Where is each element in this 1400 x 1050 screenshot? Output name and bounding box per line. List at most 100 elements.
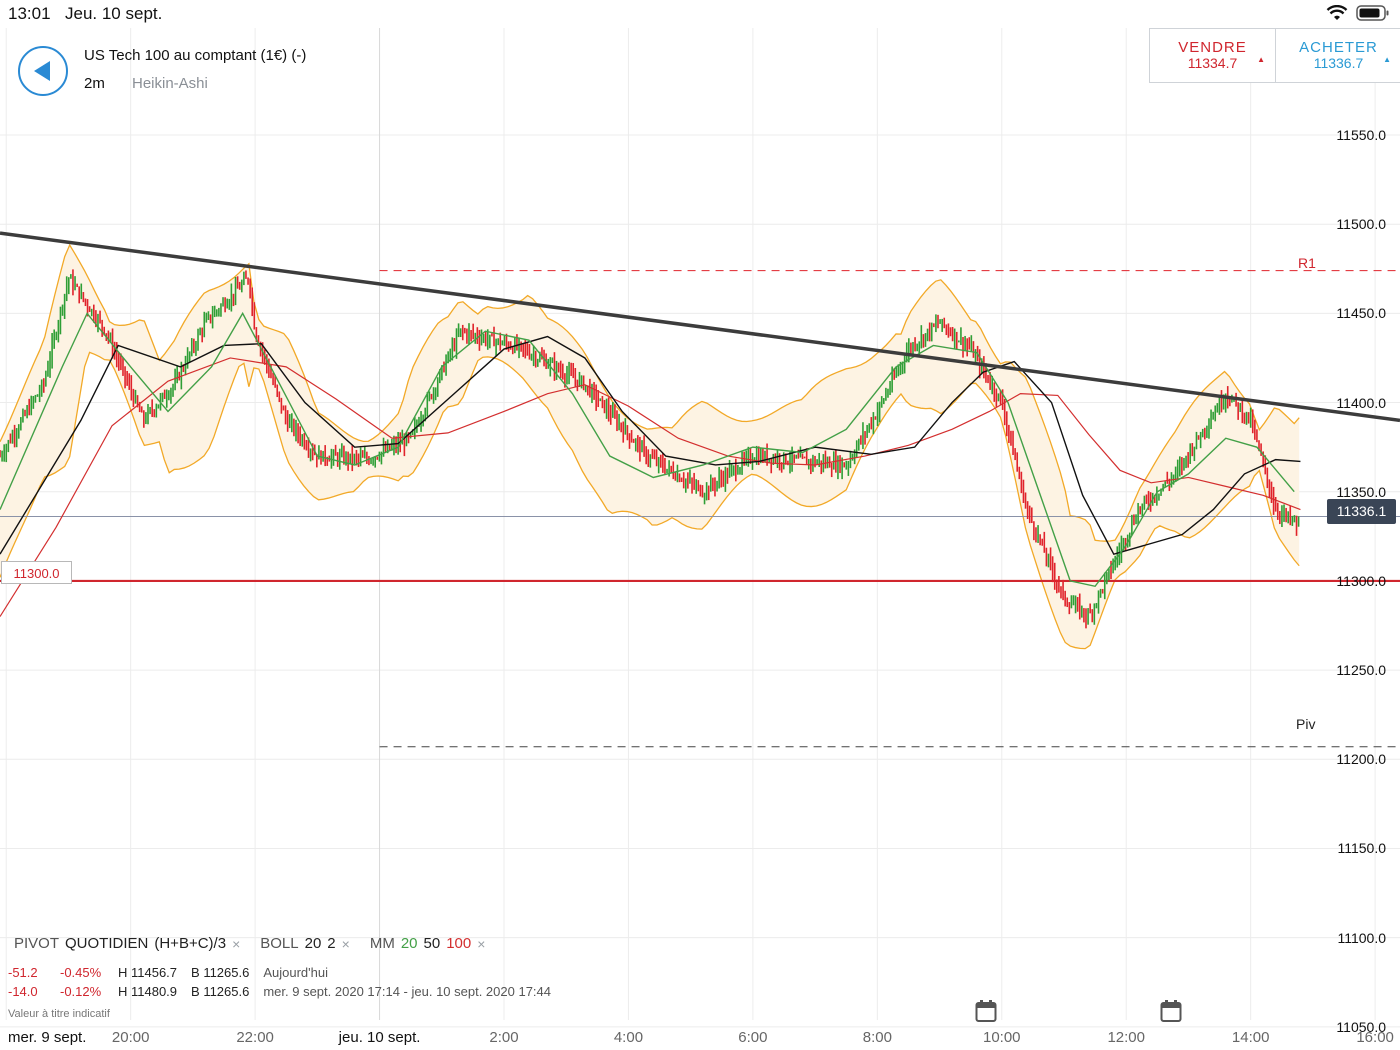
ha-candle: [812, 454, 814, 472]
ha-candle: [937, 314, 939, 329]
ha-candle: [130, 375, 133, 401]
ha-candle: [351, 444, 354, 472]
ha-candle: [215, 309, 218, 317]
ha-candle: [72, 269, 74, 296]
ha-candle: [65, 276, 68, 302]
ha-candle: [949, 327, 952, 337]
back-button[interactable]: [18, 46, 68, 96]
period-label: Aujourd'hui: [263, 965, 328, 980]
ha-candle: [1220, 390, 1223, 413]
ha-candle: [1133, 514, 1135, 526]
remove-boll-button[interactable]: ×: [341, 935, 350, 952]
ha-candle: [507, 341, 510, 352]
ha-candle: [870, 417, 873, 430]
ha-candle: [968, 337, 971, 350]
ha-candle: [59, 306, 62, 335]
ha-candle: [724, 466, 727, 492]
ha-candle: [222, 297, 224, 307]
alert-level-tag[interactable]: 11300.0: [1, 561, 72, 584]
ha-candle: [755, 445, 758, 465]
ha-candle: [470, 330, 472, 342]
ha-candle: [814, 455, 816, 468]
chart-type-selector[interactable]: Heikin-Ashi: [132, 75, 208, 92]
buy-button[interactable]: ACHETER 11336.7 ▲: [1275, 29, 1400, 82]
timeframe-selector[interactable]: 2m: [84, 75, 105, 92]
ha-candle: [951, 326, 954, 342]
calendar-icon[interactable]: [1160, 999, 1182, 1028]
ha-candle: [484, 331, 487, 347]
ha-candle: [964, 335, 966, 352]
remove-pivot-button[interactable]: ×: [232, 935, 241, 952]
ha-candle: [311, 443, 314, 461]
ha-candle: [922, 334, 925, 348]
ha-candle: [305, 439, 308, 451]
bollinger-band-fill: [0, 245, 1300, 649]
ha-candle: [576, 379, 579, 392]
ha-candle: [1201, 428, 1204, 438]
ha-candle: [205, 312, 208, 323]
ha-candle: [539, 351, 541, 363]
ha-candle: [140, 406, 143, 413]
ha-candle: [338, 448, 341, 470]
high-value: H 11456.7: [118, 965, 178, 980]
ha-candle: [220, 303, 222, 317]
ha-candle: [468, 323, 470, 345]
ha-candle: [334, 444, 337, 456]
ha-candle: [862, 422, 864, 450]
ha-candle: [536, 358, 539, 367]
ha-candle: [1183, 457, 1185, 471]
ha-candle: [480, 329, 483, 346]
ha-candle: [343, 445, 345, 465]
ha-candle: [486, 329, 489, 350]
ha-candle: [1279, 511, 1281, 525]
ha-candle: [645, 446, 647, 465]
ha-candle: [409, 432, 412, 439]
ha-candle: [472, 323, 474, 340]
ha-candle: [1005, 411, 1008, 437]
ha-candle: [709, 474, 712, 492]
ha-candle: [1164, 481, 1167, 488]
ha-candle: [1033, 521, 1035, 541]
ha-candle: [720, 469, 723, 488]
ha-candle: [1087, 608, 1089, 625]
change-percent: -0.12%: [60, 984, 102, 999]
ha-candle: [322, 450, 324, 462]
y-tick-label: 11450.0: [1336, 305, 1386, 322]
ha-candle: [1153, 494, 1156, 504]
calendar-icon[interactable]: [975, 999, 997, 1028]
ha-candle: [366, 451, 368, 464]
ha-candle: [345, 451, 347, 466]
ha-candle: [1210, 409, 1212, 430]
ha-candle: [684, 478, 687, 493]
ha-candle: [1066, 597, 1069, 608]
ha-candle: [520, 341, 522, 352]
ha-candle: [355, 449, 358, 466]
ha-candle: [82, 292, 85, 303]
ha-candle: [595, 384, 597, 411]
disclaimer: Valeur à titre indicatif: [8, 1008, 110, 1020]
boll-deviation: 2: [327, 935, 336, 952]
info-row-today: -51.2 -0.45% H 11456.7 B 11265.6 Aujourd…: [8, 965, 342, 980]
ha-candle: [1176, 459, 1179, 480]
x-tick-label: jeu. 10 sept.: [338, 1029, 421, 1046]
ha-candle: [113, 341, 116, 360]
ha-candle: [1001, 389, 1004, 410]
sell-button[interactable]: VENDRE 11334.7 ▲: [1150, 29, 1275, 82]
ha-candle: [670, 465, 672, 474]
ha-candle: [1014, 448, 1016, 461]
ha-candle: [995, 388, 998, 407]
mm-20: 20: [400, 935, 418, 952]
ha-candle: [674, 472, 677, 481]
ha-candle: [138, 401, 141, 413]
y-tick-label: 11300.0: [1336, 572, 1386, 589]
ha-candle: [368, 456, 370, 466]
remove-mm-button[interactable]: ×: [477, 935, 486, 952]
ha-candle: [532, 345, 535, 367]
ha-candle: [901, 361, 904, 375]
ha-candle: [384, 441, 387, 453]
ha-candle: [238, 281, 241, 290]
ha-candle: [697, 480, 700, 492]
ha-candle: [580, 375, 583, 389]
ha-candle: [1078, 593, 1081, 620]
